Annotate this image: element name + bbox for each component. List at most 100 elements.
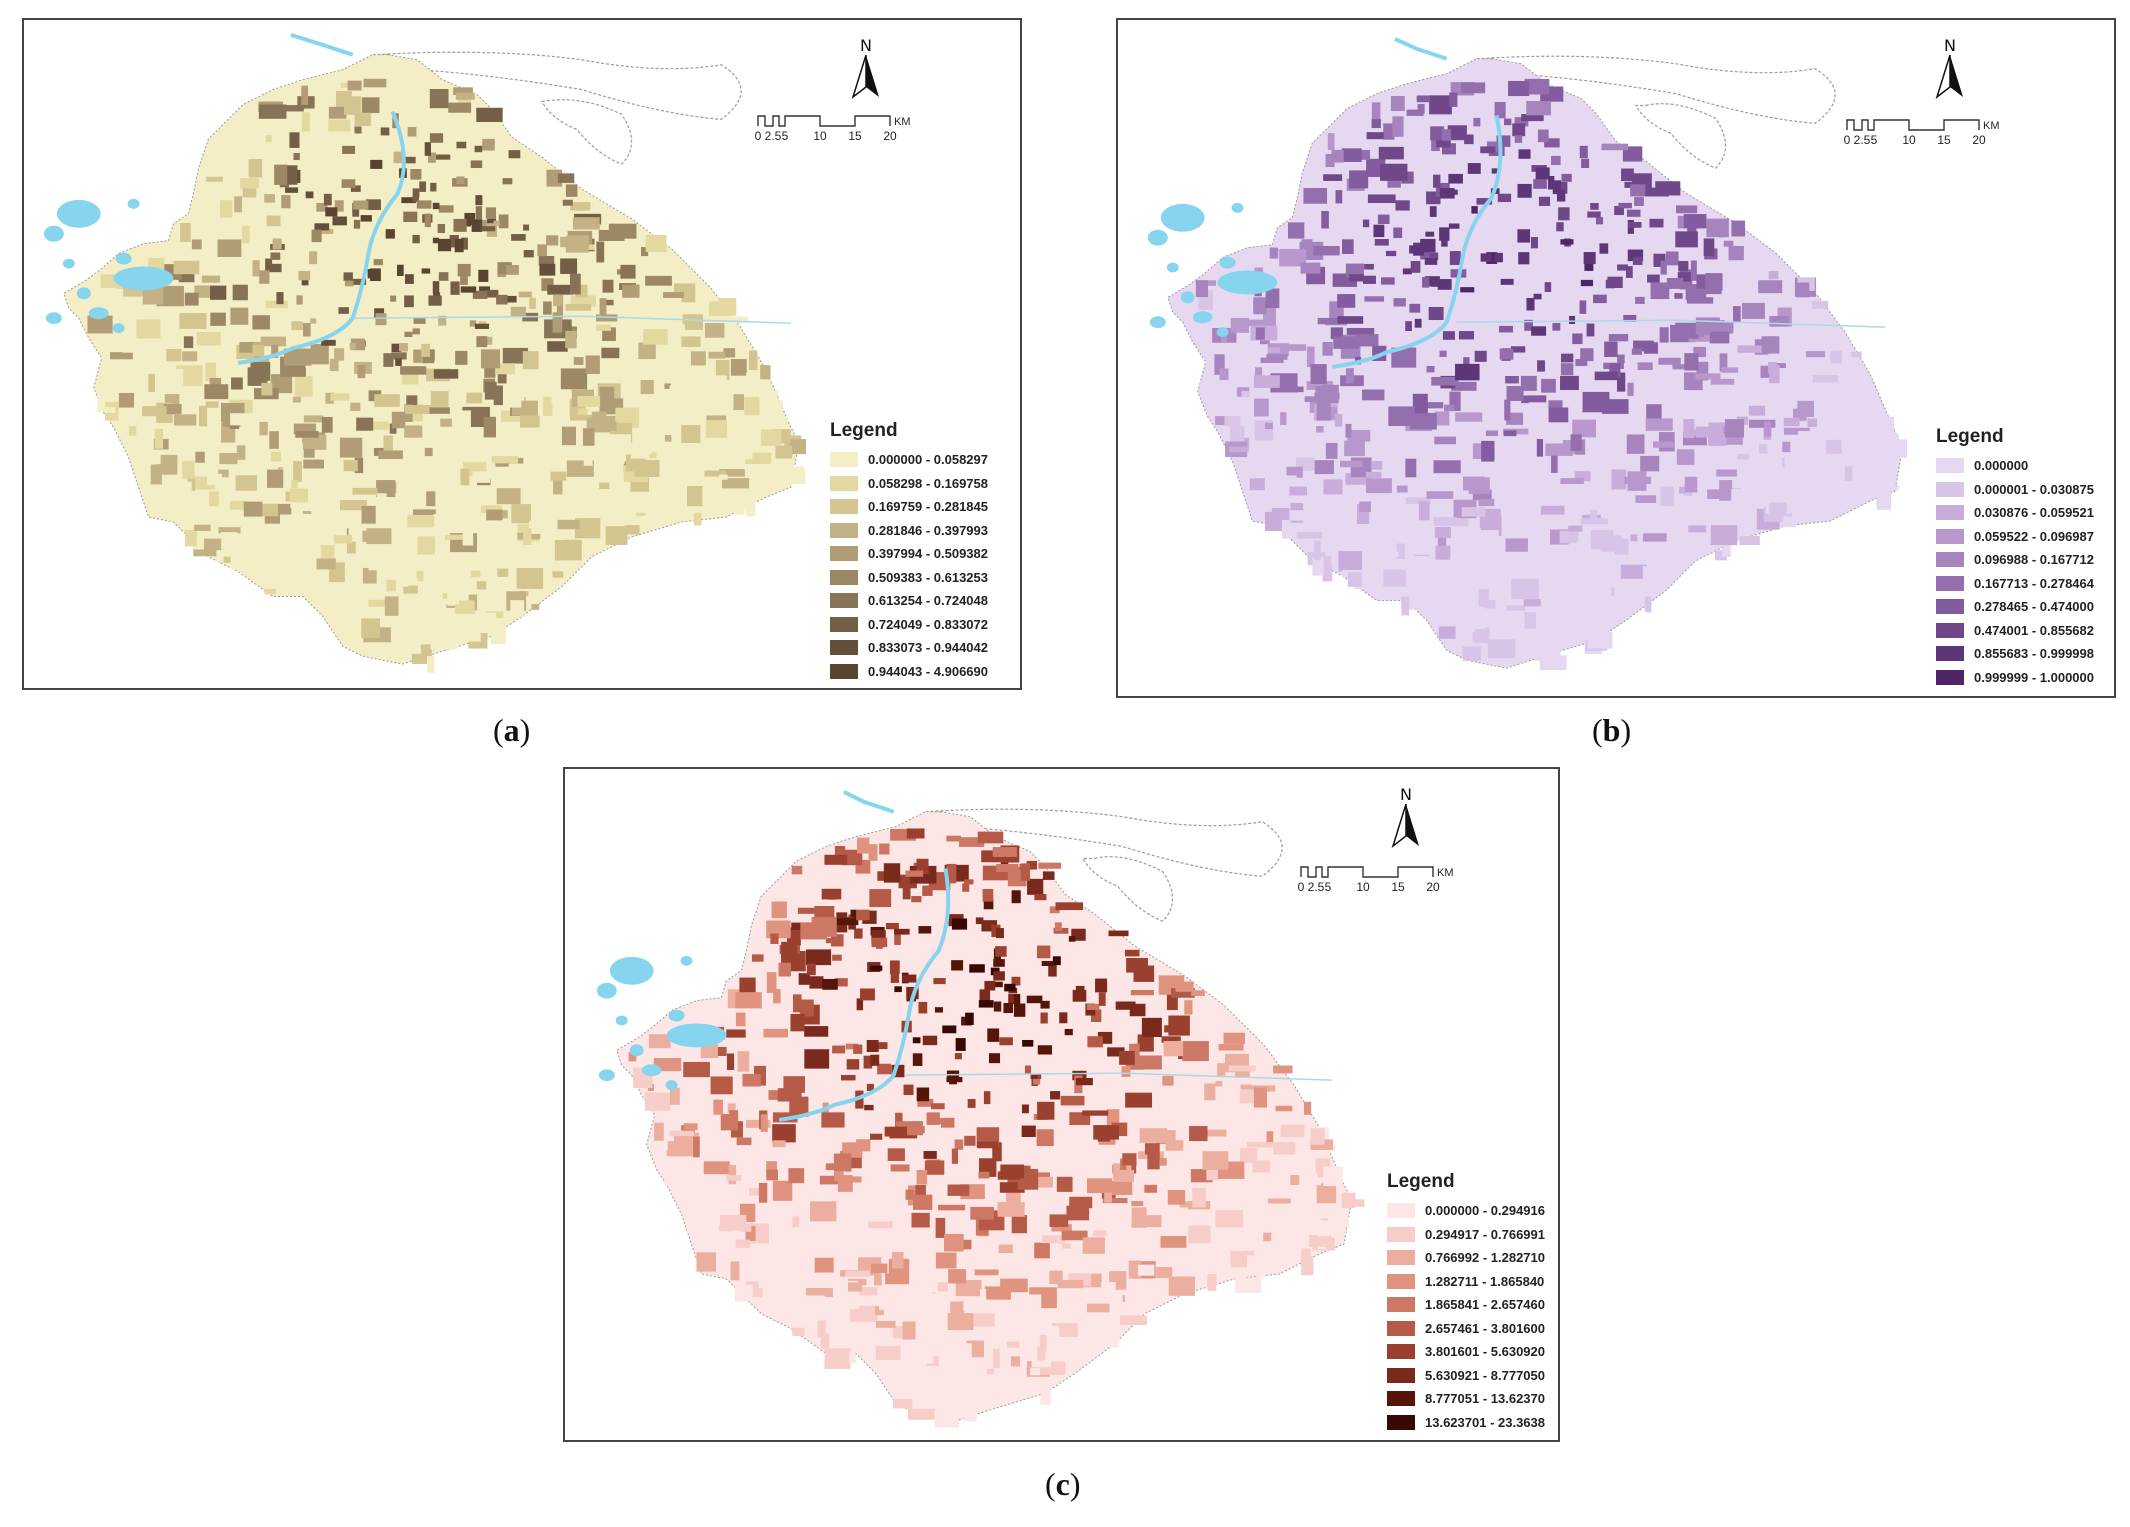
land-parcel [1531,326,1547,336]
land-parcel [1029,1367,1041,1376]
land-parcel [218,469,229,478]
legend: Legend 0.000000 - 0.058297 0.058298 - 0.1… [830,420,988,683]
land-parcel [470,160,483,169]
land-parcel [760,429,782,447]
legend-label: 0.281846 - 0.397993 [868,522,988,538]
land-parcel [1472,489,1492,501]
land-parcel [1439,188,1455,199]
caption-a: (a) [493,712,531,748]
land-parcel [453,218,467,232]
land-parcel [1195,280,1209,298]
lake [641,1064,662,1077]
land-parcel [790,1013,805,1032]
land-parcel [916,1087,930,1102]
land-parcel [895,1112,903,1129]
land-parcel [343,473,364,488]
land-parcel [1443,404,1455,412]
land-parcel [223,556,235,563]
land-parcel [1135,1055,1162,1070]
legend-rows: 0.000000 - 0.058297 0.058298 - 0.169758 0.… [830,448,988,683]
land-parcel [744,397,760,416]
land-parcel [1004,983,1016,992]
land-parcel [739,977,756,997]
land-parcel [1303,188,1328,204]
land-parcel [605,526,628,545]
land-parcel [683,1123,698,1130]
land-parcel [1142,1215,1162,1228]
land-parcel [303,415,324,423]
land-parcel [1306,346,1315,368]
land-parcel [344,96,362,115]
land-parcel [1551,155,1561,166]
land-parcel [440,418,452,427]
land-parcel [1337,294,1356,308]
land-parcel [608,223,637,239]
land-parcel [925,1365,938,1371]
land-parcel [1431,133,1440,152]
land-parcel [1449,92,1458,107]
land-parcel [963,1402,977,1422]
land-parcel [1683,419,1695,439]
land-parcel [1097,1031,1113,1044]
land-parcel [1675,322,1699,339]
land-parcel [1266,1131,1274,1147]
land-parcel [856,998,864,1011]
land-parcel [1618,202,1632,209]
land-parcel [984,980,996,991]
land-parcel [1434,411,1450,426]
legend-swatch [830,616,858,632]
land-parcel [997,1171,1021,1180]
land-parcel [531,604,540,610]
land-parcel [1684,476,1698,493]
lake [629,1044,644,1057]
land-parcel [1310,1128,1325,1145]
land-parcel [918,926,932,934]
land-parcel [772,1180,793,1201]
land-parcel [417,536,435,555]
land-parcel [1086,1003,1100,1010]
land-parcel [1533,293,1542,300]
land-parcel [1649,218,1664,228]
land-parcel [731,383,746,394]
land-parcel [1082,1237,1105,1254]
land-parcel [1258,1226,1268,1238]
scale-tick-label: 0 [754,129,762,143]
land-parcel [681,336,701,347]
land-parcel [1683,214,1707,229]
land-parcel [1441,235,1448,247]
land-parcel [1184,1000,1193,1015]
land-parcel [510,600,525,618]
land-parcel [1280,510,1306,521]
land-parcel [217,239,242,257]
land-parcel [401,371,419,385]
land-parcel [1609,363,1621,378]
land-parcel [1280,1124,1305,1138]
land-parcel [1405,458,1417,478]
land-parcel [1060,1095,1085,1106]
land-parcel [1066,1205,1090,1221]
land-parcel [400,366,427,375]
legend-swatch [1936,481,1964,497]
land-parcel [529,297,536,309]
land-parcel [1811,300,1829,309]
land-parcel [902,974,917,983]
land-parcel [460,468,470,486]
land-parcel [805,1302,813,1317]
land-parcel [1418,501,1430,521]
land-parcel [1304,396,1323,402]
land-parcel [1219,368,1229,381]
land-parcel [234,196,243,213]
legend-item: 0.000001 - 0.030875 [1936,478,2094,502]
land-parcel [205,362,217,382]
lake [1180,291,1195,304]
land-parcel [265,300,288,309]
land-parcel [261,382,273,396]
land-parcel [1758,280,1783,294]
land-parcel [334,200,344,212]
land-parcel [938,1204,966,1211]
land-parcel [1451,381,1477,391]
map-panel-a: N 0 2.5 5 10 15 20 KM Legend 0.000000 - 0.0582… [22,18,1022,690]
land-parcel [1491,168,1499,174]
land-parcel [404,578,419,586]
land-parcel [148,373,155,393]
